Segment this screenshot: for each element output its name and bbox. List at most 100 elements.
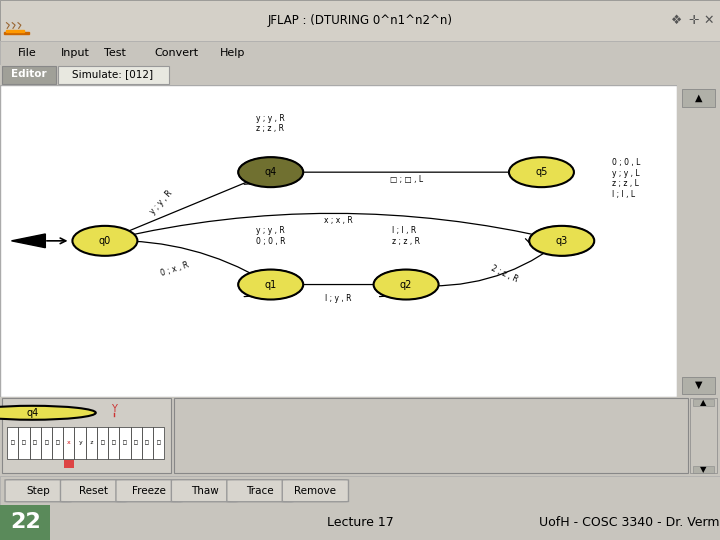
Text: y ; y , R: y ; y , R [148, 188, 174, 215]
FancyBboxPatch shape [282, 480, 348, 502]
FancyBboxPatch shape [5, 480, 71, 502]
Text: Step: Step [27, 485, 50, 496]
FancyBboxPatch shape [30, 427, 41, 459]
Text: q5: q5 [535, 167, 548, 177]
Circle shape [0, 406, 96, 420]
Text: ▲: ▲ [695, 93, 702, 103]
FancyBboxPatch shape [7, 427, 19, 459]
Text: □: □ [33, 441, 37, 446]
Polygon shape [12, 234, 45, 248]
Text: 0 ; 0 , L
y ; y , L
z ; z , L
l ; l , L: 0 ; 0 , L y ; y , L z ; z , L l ; l , L [612, 158, 640, 199]
Text: Editor: Editor [12, 70, 47, 79]
Circle shape [509, 157, 574, 187]
Text: 22: 22 [10, 512, 40, 532]
FancyBboxPatch shape [693, 399, 714, 407]
FancyBboxPatch shape [41, 427, 52, 459]
FancyBboxPatch shape [2, 66, 56, 84]
Text: ✕: ✕ [703, 14, 714, 27]
Bar [6, 30, 24, 31]
FancyBboxPatch shape [174, 399, 688, 473]
FancyBboxPatch shape [693, 466, 714, 473]
FancyBboxPatch shape [0, 505, 50, 540]
FancyBboxPatch shape [86, 427, 97, 459]
FancyBboxPatch shape [58, 66, 169, 84]
Circle shape [238, 157, 303, 187]
Text: q3: q3 [556, 236, 568, 246]
Text: z: z [89, 441, 93, 446]
Text: □: □ [157, 441, 161, 446]
FancyBboxPatch shape [153, 427, 164, 459]
Text: ▲: ▲ [700, 399, 707, 407]
Text: Convert: Convert [155, 48, 199, 58]
Text: q0: q0 [99, 236, 111, 246]
Text: 0 ; x , R: 0 ; x , R [159, 260, 190, 278]
Text: □: □ [145, 441, 149, 446]
Text: □: □ [22, 441, 26, 446]
FancyBboxPatch shape [60, 480, 127, 502]
Text: q1: q1 [264, 280, 277, 289]
Text: □: □ [11, 441, 14, 446]
Text: Trace: Trace [246, 485, 274, 496]
FancyBboxPatch shape [120, 427, 130, 459]
Text: Reset: Reset [79, 485, 108, 496]
Text: □: □ [123, 441, 127, 446]
Text: q4: q4 [26, 408, 39, 418]
FancyBboxPatch shape [97, 427, 108, 459]
FancyBboxPatch shape [682, 376, 715, 394]
Text: Y: Y [111, 404, 117, 414]
FancyBboxPatch shape [52, 427, 63, 459]
Text: Thaw: Thaw [191, 485, 218, 496]
Text: Test: Test [104, 48, 126, 58]
Text: l ; l , R
z ; z , R: l ; l , R z ; z , R [392, 226, 420, 246]
Text: l ; y , R: l ; y , R [325, 294, 351, 303]
Text: q2: q2 [400, 280, 413, 289]
FancyBboxPatch shape [690, 399, 717, 473]
Text: y ; y , R
0 ; 0 , R: y ; y , R 0 ; 0 , R [256, 226, 285, 246]
Bar [4, 31, 29, 35]
FancyBboxPatch shape [682, 90, 715, 106]
Text: ▼: ▼ [695, 380, 702, 390]
Text: □: □ [55, 441, 60, 446]
FancyBboxPatch shape [63, 427, 74, 459]
Text: Remove: Remove [294, 485, 336, 496]
Circle shape [529, 226, 594, 256]
Text: y ; y , R
z ; z , R: y ; y , R z ; z , R [256, 114, 285, 133]
Text: □: □ [134, 441, 138, 446]
FancyBboxPatch shape [108, 427, 120, 459]
FancyBboxPatch shape [0, 40, 720, 65]
Text: UofH - COSC 3340 - Dr. Verma: UofH - COSC 3340 - Dr. Verma [539, 516, 720, 529]
Circle shape [374, 269, 438, 300]
FancyBboxPatch shape [74, 427, 86, 459]
FancyBboxPatch shape [0, 476, 720, 505]
FancyBboxPatch shape [0, 85, 677, 397]
FancyBboxPatch shape [142, 427, 153, 459]
Text: □: □ [45, 441, 48, 446]
Text: □: □ [112, 441, 116, 446]
Text: q4: q4 [264, 167, 277, 177]
FancyBboxPatch shape [227, 480, 293, 502]
Circle shape [238, 269, 303, 300]
Text: □: □ [101, 441, 104, 446]
Text: ❖: ❖ [671, 14, 683, 27]
Text: JFLAP : (DTURING 0^n1^n2^n): JFLAP : (DTURING 0^n1^n2^n) [268, 14, 452, 27]
Text: y: y [78, 441, 82, 446]
FancyBboxPatch shape [116, 480, 182, 502]
Text: x ; x , R: x ; x , R [324, 216, 353, 225]
Text: □ ; □ , L: □ ; □ , L [390, 176, 423, 185]
FancyBboxPatch shape [19, 427, 30, 459]
FancyBboxPatch shape [171, 480, 238, 502]
Text: Simulate: [012]: Simulate: [012] [73, 70, 153, 79]
Text: Lecture 17: Lecture 17 [327, 516, 393, 529]
Text: ▼: ▼ [700, 465, 707, 474]
FancyBboxPatch shape [0, 0, 720, 40]
Circle shape [73, 226, 138, 256]
Text: File: File [18, 48, 37, 58]
Text: Freeze: Freeze [132, 485, 166, 496]
FancyBboxPatch shape [64, 461, 74, 468]
Text: Help: Help [220, 48, 245, 58]
Text: 2 ; z , R: 2 ; z , R [490, 264, 519, 284]
Text: ✛: ✛ [688, 14, 698, 27]
FancyBboxPatch shape [2, 399, 171, 473]
Text: Input: Input [61, 48, 90, 58]
Text: x: x [67, 441, 71, 446]
